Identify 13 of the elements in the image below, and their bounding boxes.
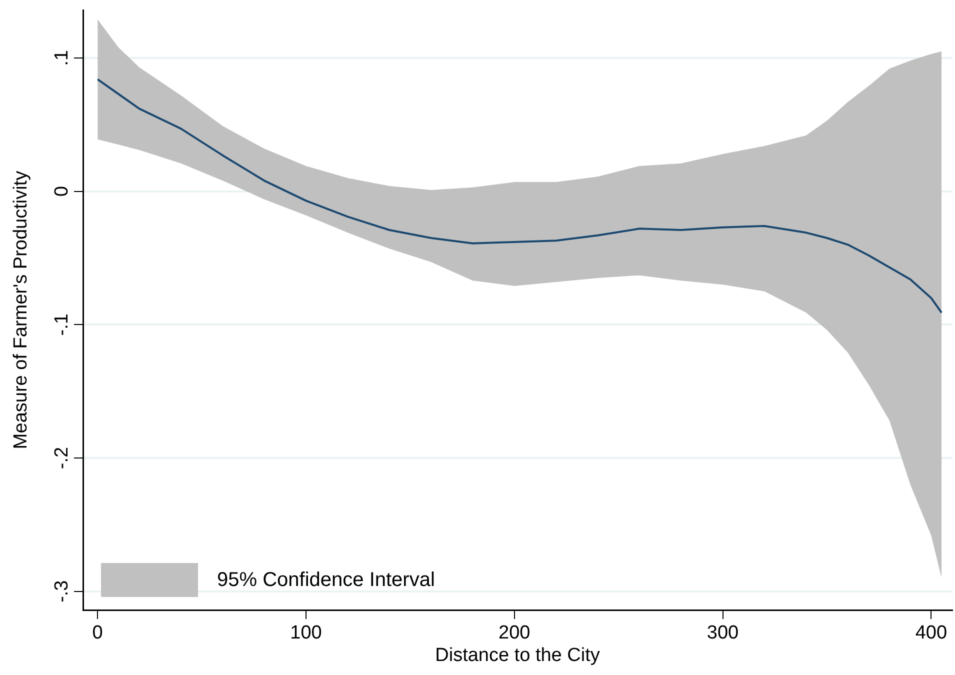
x-tick-label: 0 xyxy=(92,622,103,644)
y-tick-label: -.2 xyxy=(52,446,73,470)
y-tick-label: -.1 xyxy=(52,314,73,336)
y-tick-label: 0 xyxy=(52,186,73,197)
y-tick-label: .1 xyxy=(52,50,73,66)
x-tick-label: 200 xyxy=(498,622,530,644)
text: 95% Confidence Interval xyxy=(217,568,435,592)
x-axis-title: Distance to the City xyxy=(435,644,600,666)
x-tick-label: 400 xyxy=(915,622,948,644)
y-tick-label: -.3 xyxy=(52,580,73,602)
x-tick-label: 300 xyxy=(706,622,739,644)
y-axis-title: Measure of Farmer's Productivity xyxy=(10,170,32,450)
x-tick-label: 100 xyxy=(290,622,322,644)
